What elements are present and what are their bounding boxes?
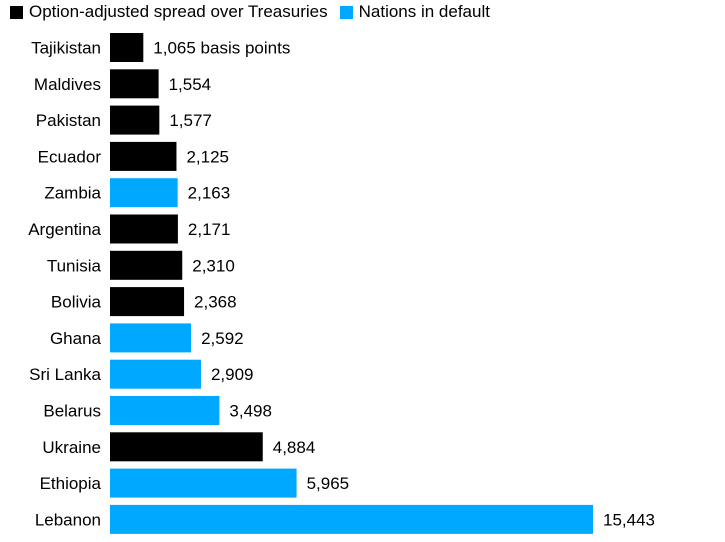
bar xyxy=(110,178,178,208)
category-label: Ecuador xyxy=(38,147,102,166)
value-label: 2,310 xyxy=(192,256,235,275)
bar xyxy=(110,468,297,498)
category-label: Lebanon xyxy=(35,510,101,529)
bar xyxy=(110,287,185,317)
value-label: 1,554 xyxy=(169,75,212,94)
bar xyxy=(110,504,593,534)
value-label: 2,125 xyxy=(186,147,229,166)
bar xyxy=(110,69,159,99)
category-label: Ethiopia xyxy=(40,474,102,493)
bar xyxy=(110,323,192,353)
value-label: 3,498 xyxy=(229,402,272,421)
category-label: Maldives xyxy=(34,75,101,94)
category-label: Tunisia xyxy=(47,256,102,275)
value-label: 5,965 xyxy=(307,474,350,493)
legend-item-spread: Option-adjusted spread over Treasuries xyxy=(10,2,328,22)
legend-label-default: Nations in default xyxy=(358,2,490,21)
bar xyxy=(110,141,177,171)
category-label: Zambia xyxy=(44,184,101,203)
value-label: 2,368 xyxy=(194,293,237,312)
value-label: 2,163 xyxy=(188,184,231,203)
value-label: 2,909 xyxy=(211,365,254,384)
bar xyxy=(110,214,178,244)
bar xyxy=(110,33,144,62)
value-label: 15,443 xyxy=(603,510,655,529)
category-label: Ukraine xyxy=(42,438,101,457)
category-label: Ghana xyxy=(50,329,102,348)
bar xyxy=(110,105,160,135)
value-label: 2,171 xyxy=(188,220,231,239)
legend: Option-adjusted spread over Treasuries N… xyxy=(10,0,502,24)
bar xyxy=(110,432,263,462)
legend-swatch-default xyxy=(339,5,353,19)
value-label: 1,577 xyxy=(169,111,212,130)
value-label: 1,065 basis points xyxy=(153,39,290,58)
category-label: Tajikistan xyxy=(31,39,101,58)
bar xyxy=(110,396,220,425)
legend-swatch-spread xyxy=(10,5,23,19)
value-label: 4,884 xyxy=(273,438,316,457)
legend-item-default: Nations in default xyxy=(339,2,490,22)
bar xyxy=(110,250,183,280)
value-label: 2,592 xyxy=(201,329,244,348)
bar xyxy=(110,359,201,389)
category-label: Bolivia xyxy=(51,293,102,312)
legend-label-spread: Option-adjusted spread over Treasuries xyxy=(29,2,328,21)
category-label: Belarus xyxy=(43,402,101,421)
category-label: Sri Lanka xyxy=(29,365,101,384)
category-label: Pakistan xyxy=(36,111,101,130)
category-label: Argentina xyxy=(28,220,101,239)
